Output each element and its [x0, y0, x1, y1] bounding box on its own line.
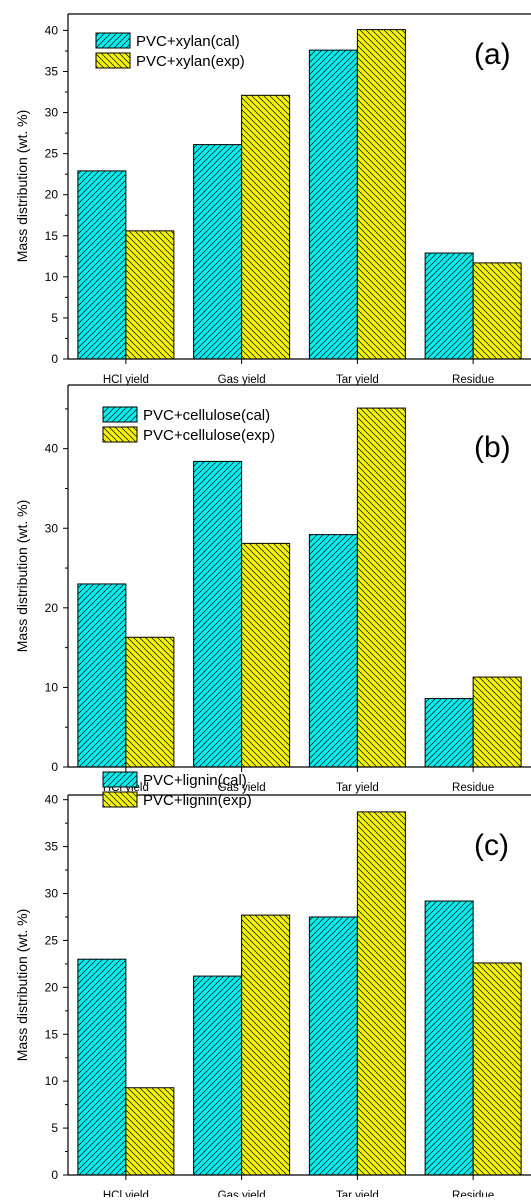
panels: HCl yield Gas yield Tar yield Residue 0 5 10 15… [14, 13, 531, 1202]
y-tick-label: 25 [45, 147, 59, 161]
y-tick-label: 35 [45, 65, 59, 79]
y-tick-label: 10 [45, 270, 59, 284]
bar-b-cal-1 [77, 583, 127, 768]
legend-swatch-exp [102, 426, 138, 443]
category-label: Gas yield [218, 374, 266, 386]
bar-a-cal-1 [77, 170, 127, 360]
bar-b-cal-2 [193, 460, 243, 768]
panel-label: (c) [474, 829, 509, 862]
y-tick-label: 15 [45, 229, 59, 243]
bar-a-exp-2 [241, 94, 291, 360]
legend-label-cal: PVC+lignin(cal) [143, 772, 247, 789]
bar-a-exp-3 [356, 29, 406, 360]
legend-swatch-cal [102, 771, 138, 788]
y-tick-label: 10 [45, 680, 59, 694]
y-tick-label: 5 [51, 1121, 58, 1135]
panel-label: (a) [474, 38, 511, 71]
bar-a-cal-4 [424, 252, 474, 360]
bar-b-exp-3 [356, 407, 406, 768]
bar-c-cal-1 [77, 958, 127, 1176]
legend-label-cal: PVC+cellulose(cal) [143, 407, 270, 424]
bar-c-exp-3 [356, 811, 406, 1176]
y-tick-label: 25 [45, 933, 59, 947]
panel-a: HCl yield Gas yield Tar yield Residue 0 5 10 15… [14, 13, 531, 386]
y-tick-label: 0 [51, 1168, 58, 1182]
y-tick-label: 40 [45, 793, 59, 807]
y-axis-label: Mass distribution (wt. %) [14, 500, 30, 652]
legend-label-cal: PVC+xylan(cal) [136, 33, 240, 50]
bar-c-exp-4 [472, 962, 522, 1176]
y-tick-label: 20 [45, 601, 59, 615]
bar-c-cal-3 [308, 916, 358, 1176]
panel-c: HCl yield Gas yield Tar yield Residue 0 5 10 15… [14, 771, 531, 1202]
legend-swatch-cal [95, 32, 131, 49]
legend-swatch-exp [102, 791, 138, 808]
category-label: Tar yield [336, 374, 379, 386]
bar-a-exp-4 [472, 262, 522, 360]
category-label: Residue [452, 374, 494, 386]
y-tick-label: 5 [51, 311, 58, 325]
category-label: Gas yield [218, 782, 266, 794]
bar-a-cal-2 [193, 144, 243, 360]
category-label: HCl yield [103, 1190, 149, 1197]
legend-swatch-cal [102, 406, 138, 423]
category-label: Residue [452, 782, 494, 794]
category-label: Residue [452, 1190, 494, 1197]
y-axis-label: Mass distribution (wt. %) [14, 110, 30, 262]
y-tick-label: 40 [45, 442, 59, 456]
bar-c-cal-4 [424, 900, 474, 1176]
y-tick-label: 20 [45, 188, 59, 202]
y-axis-label: Mass distribution (wt. %) [14, 909, 30, 1061]
y-tick-label: 30 [45, 106, 59, 120]
category-label: HCl yield [103, 374, 149, 386]
bar-c-cal-2 [193, 975, 243, 1176]
category-label: Tar yield [336, 782, 379, 794]
bar-b-exp-4 [472, 676, 522, 768]
legend-label-exp: PVC+cellulose(exp) [143, 427, 275, 444]
y-tick-label: 30 [45, 887, 59, 901]
panel-label: (b) [474, 431, 511, 464]
category-label: Tar yield [336, 1190, 379, 1197]
y-tick-label: 20 [45, 980, 59, 994]
legend-label-exp: PVC+lignin(exp) [143, 792, 252, 809]
bar-c-exp-2 [241, 914, 291, 1176]
bar-b-cal-3 [308, 534, 358, 768]
bar-b-cal-4 [424, 698, 474, 768]
bar-c-exp-1 [125, 1087, 175, 1176]
y-tick-label: 10 [45, 1074, 59, 1088]
bar-a-exp-1 [125, 230, 175, 360]
panel-b: HCl yield Gas yield Tar yield Residue010203… [14, 384, 531, 794]
y-tick-label: 30 [45, 521, 59, 535]
y-tick-label: 15 [45, 1027, 59, 1041]
bar-a-cal-3 [308, 49, 358, 360]
bar-b-exp-1 [125, 636, 175, 768]
y-tick-label: 40 [45, 23, 59, 37]
category-label: Gas yield [218, 1190, 266, 1197]
y-tick-label: 0 [51, 352, 58, 366]
legend-label-exp: PVC+xylan(exp) [136, 53, 245, 70]
y-tick-label: 0 [51, 760, 58, 774]
bar-b-exp-2 [241, 542, 291, 768]
y-tick-label: 35 [45, 840, 59, 854]
legend-swatch-exp [95, 52, 131, 69]
